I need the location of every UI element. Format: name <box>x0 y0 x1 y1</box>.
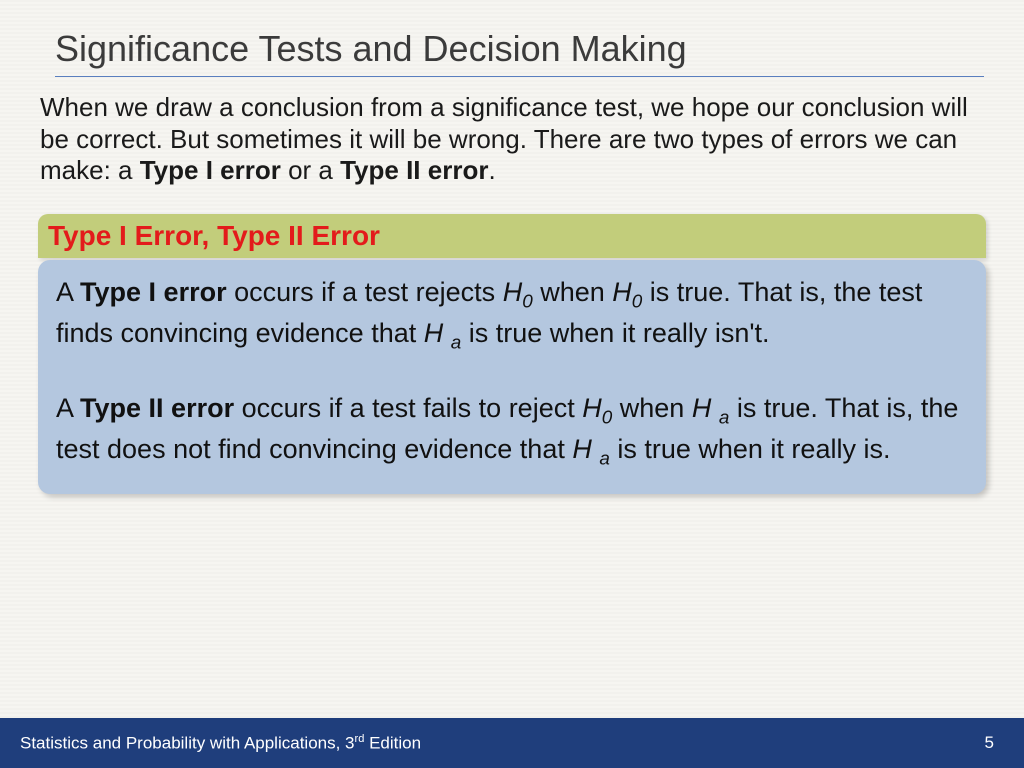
def-subscript: a <box>719 407 730 428</box>
def-text: is true when it really is. <box>610 434 891 464</box>
section-header-text: Type I Error, Type II Error <box>48 220 380 252</box>
def-subscript: 0 <box>602 407 613 428</box>
footer-book-title: Statistics and Probability with Applicat… <box>20 733 355 752</box>
def-subscript: 0 <box>522 291 533 312</box>
def-text: when <box>533 277 613 307</box>
footer-edition-sup: rd <box>355 733 365 745</box>
slide-title: Significance Tests and Decision Making <box>55 28 984 74</box>
intro-text: . <box>488 155 495 185</box>
footer-edition-post: Edition <box>364 733 421 752</box>
definition-type2: A Type II error occurs if a test fails t… <box>56 390 968 472</box>
definition-box: A Type I error occurs if a test rejects … <box>38 260 986 494</box>
def-text: A <box>56 393 80 423</box>
intro-text: or a <box>281 155 340 185</box>
intro-bold-type1: Type I error <box>140 155 281 185</box>
footer-bar: Statistics and Probability with Applicat… <box>0 718 1024 768</box>
def-text: occurs if a test rejects <box>227 277 503 307</box>
def-bold: Type I error <box>80 277 227 307</box>
footer-left: Statistics and Probability with Applicat… <box>20 733 421 754</box>
intro-bold-type2: Type II error <box>340 155 488 185</box>
def-italic-h: H <box>572 434 599 464</box>
title-underline <box>55 76 984 77</box>
def-text: A <box>56 277 80 307</box>
def-text: is true when it really isn't. <box>461 318 769 348</box>
def-italic-h: H <box>692 393 719 423</box>
def-italic-h: H <box>424 318 451 348</box>
intro-paragraph: When we draw a conclusion from a signifi… <box>40 92 984 187</box>
definition-type1: A Type I error occurs if a test rejects … <box>56 274 968 356</box>
def-subscript: a <box>599 448 610 469</box>
section-header-bar: Type I Error, Type II Error <box>38 214 986 258</box>
def-text: occurs if a test fails to reject <box>234 393 582 423</box>
def-subscript: a <box>451 332 462 353</box>
def-bold: Type II error <box>80 393 234 423</box>
def-italic-h: H <box>582 393 602 423</box>
title-area: Significance Tests and Decision Making <box>55 28 984 77</box>
def-subscript: 0 <box>632 291 643 312</box>
slide: Significance Tests and Decision Making W… <box>0 0 1024 768</box>
def-text: when <box>612 393 692 423</box>
footer-page-number: 5 <box>985 733 994 753</box>
def-italic-h: H <box>612 277 632 307</box>
def-italic-h: H <box>503 277 523 307</box>
